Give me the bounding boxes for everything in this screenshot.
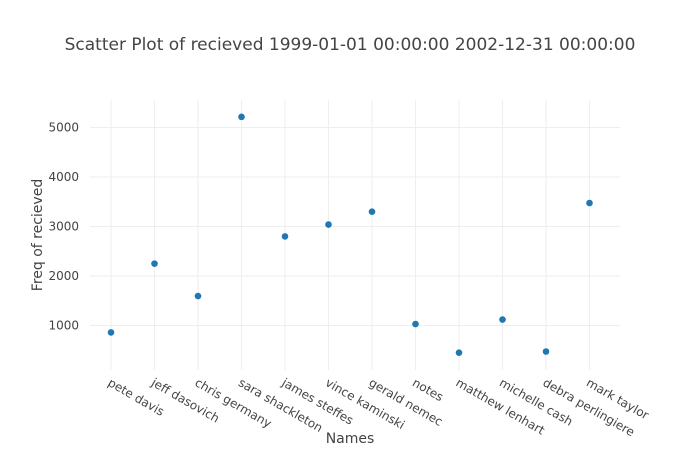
data-point bbox=[151, 260, 158, 267]
data-point bbox=[499, 316, 506, 323]
y-tick-label: 4000 bbox=[48, 170, 79, 184]
y-tick-label: 1000 bbox=[48, 319, 79, 333]
x-axis-title: Names bbox=[326, 431, 375, 447]
grid-layer bbox=[90, 100, 620, 370]
data-point bbox=[107, 329, 115, 336]
data-point bbox=[542, 348, 550, 355]
data-point bbox=[325, 221, 332, 228]
chart-title: Scatter Plot of recieved 1999-01-01 00:0… bbox=[65, 35, 636, 55]
y-tick-label: 2000 bbox=[48, 269, 79, 283]
y-tick-label: 5000 bbox=[48, 121, 79, 135]
data-point bbox=[586, 199, 593, 207]
y-tick-label: 3000 bbox=[48, 220, 79, 234]
data-point bbox=[412, 320, 419, 328]
data-point bbox=[194, 292, 202, 300]
data-point bbox=[368, 208, 376, 215]
data-points bbox=[107, 113, 593, 357]
y-axis-ticks: 1000 2000 3000 4000 5000 bbox=[48, 121, 79, 333]
data-point bbox=[238, 113, 245, 121]
y-axis-title: Freq of recieved bbox=[30, 179, 46, 291]
data-point bbox=[455, 349, 463, 357]
data-point bbox=[281, 233, 289, 240]
